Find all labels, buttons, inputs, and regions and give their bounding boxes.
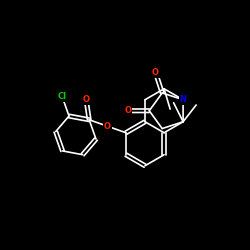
- Text: O: O: [104, 122, 111, 131]
- Text: O: O: [152, 68, 159, 77]
- Text: N: N: [180, 95, 186, 104]
- Text: Cl: Cl: [58, 92, 67, 101]
- Text: O: O: [124, 106, 132, 115]
- Text: O: O: [83, 95, 90, 104]
